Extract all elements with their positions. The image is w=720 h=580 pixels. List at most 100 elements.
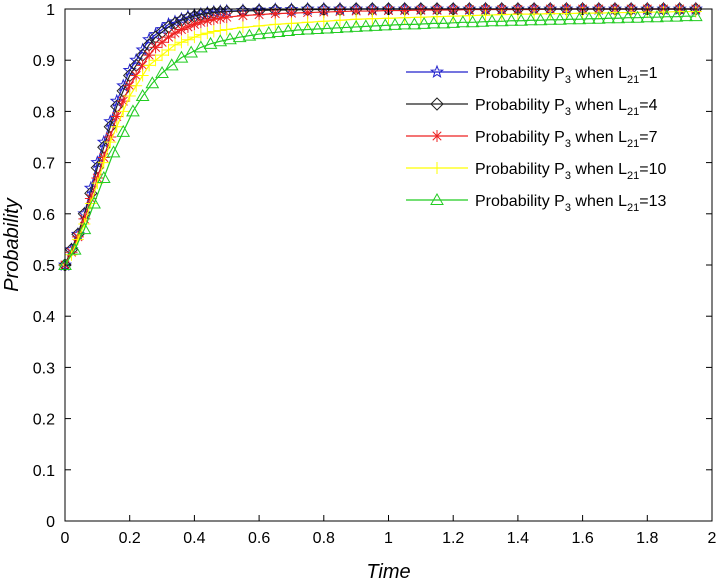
series-5-point [591, 11, 606, 24]
series-3-point [333, 5, 346, 18]
series-5-point [339, 20, 354, 33]
series-4-point [201, 27, 214, 40]
y-tick-label: 0.3 [33, 360, 55, 377]
series-3-point [431, 4, 444, 17]
y-tick-label: 0.4 [33, 309, 55, 326]
series-5-point [261, 26, 276, 39]
series-3-point [123, 79, 136, 92]
series-3-point [285, 7, 298, 20]
x-tick-label: 0.6 [248, 530, 270, 547]
series-5-point [543, 12, 558, 25]
series-4-point [156, 49, 169, 62]
series-5-point [203, 36, 218, 49]
series-5-point [494, 14, 509, 27]
legend-marker [430, 192, 444, 205]
x-tick-label: 0.2 [119, 530, 141, 547]
series-4-point [168, 38, 181, 51]
series-3-point [117, 95, 130, 108]
series-4-point [366, 12, 379, 25]
y-tick-label: 0.6 [33, 207, 55, 224]
series-5-point [659, 9, 674, 22]
series-5-point [523, 13, 538, 26]
series-3-point [136, 59, 149, 72]
series-5-point [553, 12, 567, 25]
series-3-point [175, 23, 188, 36]
series-5-point [621, 10, 635, 23]
series-5-point [465, 15, 480, 28]
series-5-point [310, 21, 325, 34]
series-4-point [269, 18, 282, 31]
x-tick-label: 1.8 [636, 530, 658, 547]
series-3-point [236, 9, 249, 22]
legend-label: Probability P3 when L21=7 [475, 129, 658, 150]
x-tick-label: 1.4 [507, 530, 529, 547]
series-3-point [366, 5, 379, 18]
series-5-point [630, 10, 645, 23]
series-5-point [164, 58, 179, 71]
y-tick-label: 0.1 [33, 463, 55, 480]
series-3-point [149, 41, 162, 54]
y-tick-label: 0.5 [33, 258, 55, 275]
series-3-point [143, 49, 156, 62]
series-3-point [398, 4, 411, 17]
series-4-point [333, 14, 346, 27]
series-5-point [650, 10, 664, 23]
series-3-point [350, 5, 363, 18]
series-4-point [414, 11, 427, 24]
series-5-point [194, 40, 208, 53]
series-4-point [207, 25, 220, 38]
series-5-point [106, 145, 121, 158]
legend-item-4: Probability P3 when L21=10 [406, 161, 666, 182]
series-3-point [110, 110, 123, 123]
series-4-point [97, 156, 110, 169]
series-5-point [281, 24, 296, 37]
series-5-point [446, 15, 461, 28]
series-5-point [213, 34, 228, 47]
x-tick-label: 1 [384, 530, 393, 547]
series-3-point [220, 11, 233, 24]
y-tick-label: 0.2 [33, 412, 55, 429]
series-4-point [253, 19, 266, 32]
y-tick-label: 1 [46, 2, 55, 19]
series-5-point [436, 16, 451, 29]
series-5-point [397, 17, 412, 30]
series-4-point [350, 13, 363, 26]
series-5-point [407, 17, 422, 30]
series-5-point [417, 16, 431, 29]
series-1-point [187, 7, 202, 22]
series-3-point [214, 12, 227, 25]
series-5-point [504, 13, 519, 26]
series-5-point [67, 242, 82, 255]
legend-item-2: Probability P3 when L21=4 [406, 97, 658, 118]
series-5-point [640, 10, 655, 23]
legend-label: Probability P3 when L21=10 [475, 161, 666, 182]
series-5-point [611, 11, 626, 24]
series-3-point [130, 69, 143, 82]
series-5-point [669, 9, 684, 22]
series-5-point [533, 13, 548, 26]
series-5-point [475, 14, 490, 27]
series-5-point [300, 22, 315, 35]
series-3-point [201, 14, 214, 27]
legend-label: Probability P3 when L21=1 [475, 65, 658, 86]
series-5-point [291, 22, 305, 35]
series-5-point [232, 30, 247, 43]
series-5-point [679, 9, 693, 22]
series-5-line [64, 15, 696, 266]
plot-area [57, 1, 712, 521]
series-4-point [479, 9, 492, 22]
series-5-point [271, 25, 286, 38]
x-tick-label: 2 [708, 530, 717, 547]
legend-item-3: Probability P3 when L21=7 [406, 129, 658, 150]
series-5 [58, 9, 703, 270]
series-3-point [156, 36, 169, 49]
y-tick-label: 0.7 [33, 156, 55, 173]
series-4-point [528, 8, 541, 21]
series-5-point [184, 45, 199, 58]
x-axis-title: Time [366, 561, 410, 580]
series-5-point [145, 76, 160, 89]
series-5-point [174, 50, 189, 63]
series-5-point [87, 196, 101, 209]
